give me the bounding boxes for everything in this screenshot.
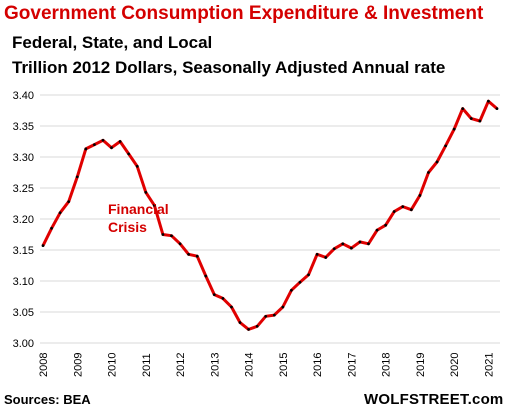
data-point (298, 280, 302, 284)
data-point (101, 138, 105, 142)
data-point (264, 314, 268, 318)
data-point (152, 203, 156, 207)
data-point (444, 144, 448, 148)
data-point (384, 223, 388, 227)
data-point (375, 228, 379, 232)
y-tick-label: 3.40 (13, 90, 34, 102)
data-point (170, 234, 173, 238)
data-point (358, 240, 362, 244)
data-point (127, 152, 131, 156)
y-tick-label: 3.00 (13, 338, 34, 350)
data-point (178, 242, 182, 246)
data-point (435, 160, 439, 164)
data-point (110, 146, 113, 150)
data-point (315, 252, 319, 256)
data-point (230, 305, 233, 309)
y-axis-ticks: 3.00 3.05 3.10 3.15 3.20 3.25 3.30 3.35 3.40 (13, 90, 34, 350)
x-tick-label: 2018 (381, 353, 393, 377)
data-point (427, 171, 430, 174)
x-tick-label: 2021 (483, 353, 495, 377)
data-point (392, 210, 396, 213)
y-tick-label: 3.25 (13, 183, 34, 195)
data-point (135, 164, 139, 168)
y-tick-label: 3.35 (13, 121, 34, 133)
data-point (452, 127, 456, 131)
data-point (487, 99, 490, 103)
x-tick-label: 2016 (312, 353, 324, 377)
x-tick-label: 2013 (209, 353, 221, 377)
y-tick-label: 3.15 (13, 245, 34, 257)
series (41, 99, 499, 331)
y-tick-label: 3.05 (13, 307, 34, 319)
data-point (67, 200, 71, 204)
y-tick-label: 3.10 (13, 276, 34, 288)
grid-lines (40, 94, 500, 344)
chart-title: Government Consumption Expenditure & Inv… (4, 3, 484, 24)
data-point (144, 190, 148, 194)
x-tick-label: 2020 (449, 353, 461, 377)
data-point (75, 175, 79, 179)
data-point (41, 244, 45, 248)
chart-subtitle-scope: Federal, State, and Local (12, 33, 213, 52)
x-tick-label: 2019 (415, 353, 427, 377)
data-point (187, 252, 191, 256)
data-point (204, 274, 208, 278)
x-tick-label: 2014 (244, 353, 256, 377)
data-point (195, 254, 199, 258)
data-point (469, 117, 473, 120)
data-point (58, 211, 62, 215)
series-line (41, 99, 498, 331)
data-point (418, 194, 422, 197)
data-point (212, 293, 216, 297)
y-tick-label: 3.30 (13, 152, 34, 164)
brand-watermark: WOLFSTREET.com (364, 391, 504, 408)
annotation-line-2: Crisis (108, 219, 147, 235)
data-point (84, 147, 88, 151)
annotation-line-1: Financial (108, 201, 169, 217)
data-point (272, 313, 276, 317)
x-tick-label: 2012 (175, 353, 187, 377)
data-point (349, 246, 353, 250)
x-tick-label: 2017 (346, 353, 358, 377)
data-point (281, 305, 285, 309)
x-tick-label: 2011 (141, 353, 153, 377)
data-point (255, 324, 259, 328)
x-tick-label: 2009 (72, 353, 84, 377)
data-point (247, 327, 250, 331)
data-point (238, 321, 242, 324)
chart-subtitle-units: Trillion 2012 Dollars, Seasonally Adjust… (12, 58, 446, 77)
data-point (409, 208, 413, 212)
data-point (50, 226, 53, 230)
source-note: Sources: BEA (4, 392, 91, 407)
data-point (495, 107, 499, 111)
x-axis-ticks: 2008 2009 2010 2011 2012 2013 2014 2015 2016 2017… (38, 353, 495, 377)
data-point (341, 242, 345, 246)
data-point (367, 242, 370, 246)
data-point (478, 119, 482, 123)
data-point (332, 247, 336, 251)
data-point (161, 233, 165, 236)
data-point (461, 107, 465, 111)
financial-crisis-annotation: Financial Crisis (108, 200, 169, 236)
data-point (307, 273, 310, 277)
data-point (118, 140, 122, 143)
x-tick-label: 2008 (38, 353, 50, 377)
data-point (92, 143, 96, 147)
data-point (290, 288, 293, 292)
x-tick-label: 2010 (107, 353, 119, 377)
data-point (221, 296, 225, 300)
y-tick-label: 3.20 (13, 214, 34, 226)
x-tick-label: 2015 (278, 353, 290, 377)
data-point (401, 205, 405, 209)
data-point (324, 256, 328, 259)
